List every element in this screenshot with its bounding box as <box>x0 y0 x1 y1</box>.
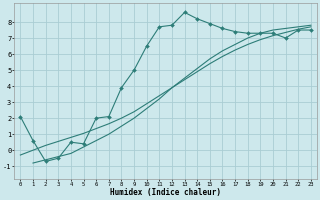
X-axis label: Humidex (Indice chaleur): Humidex (Indice chaleur) <box>110 188 221 197</box>
